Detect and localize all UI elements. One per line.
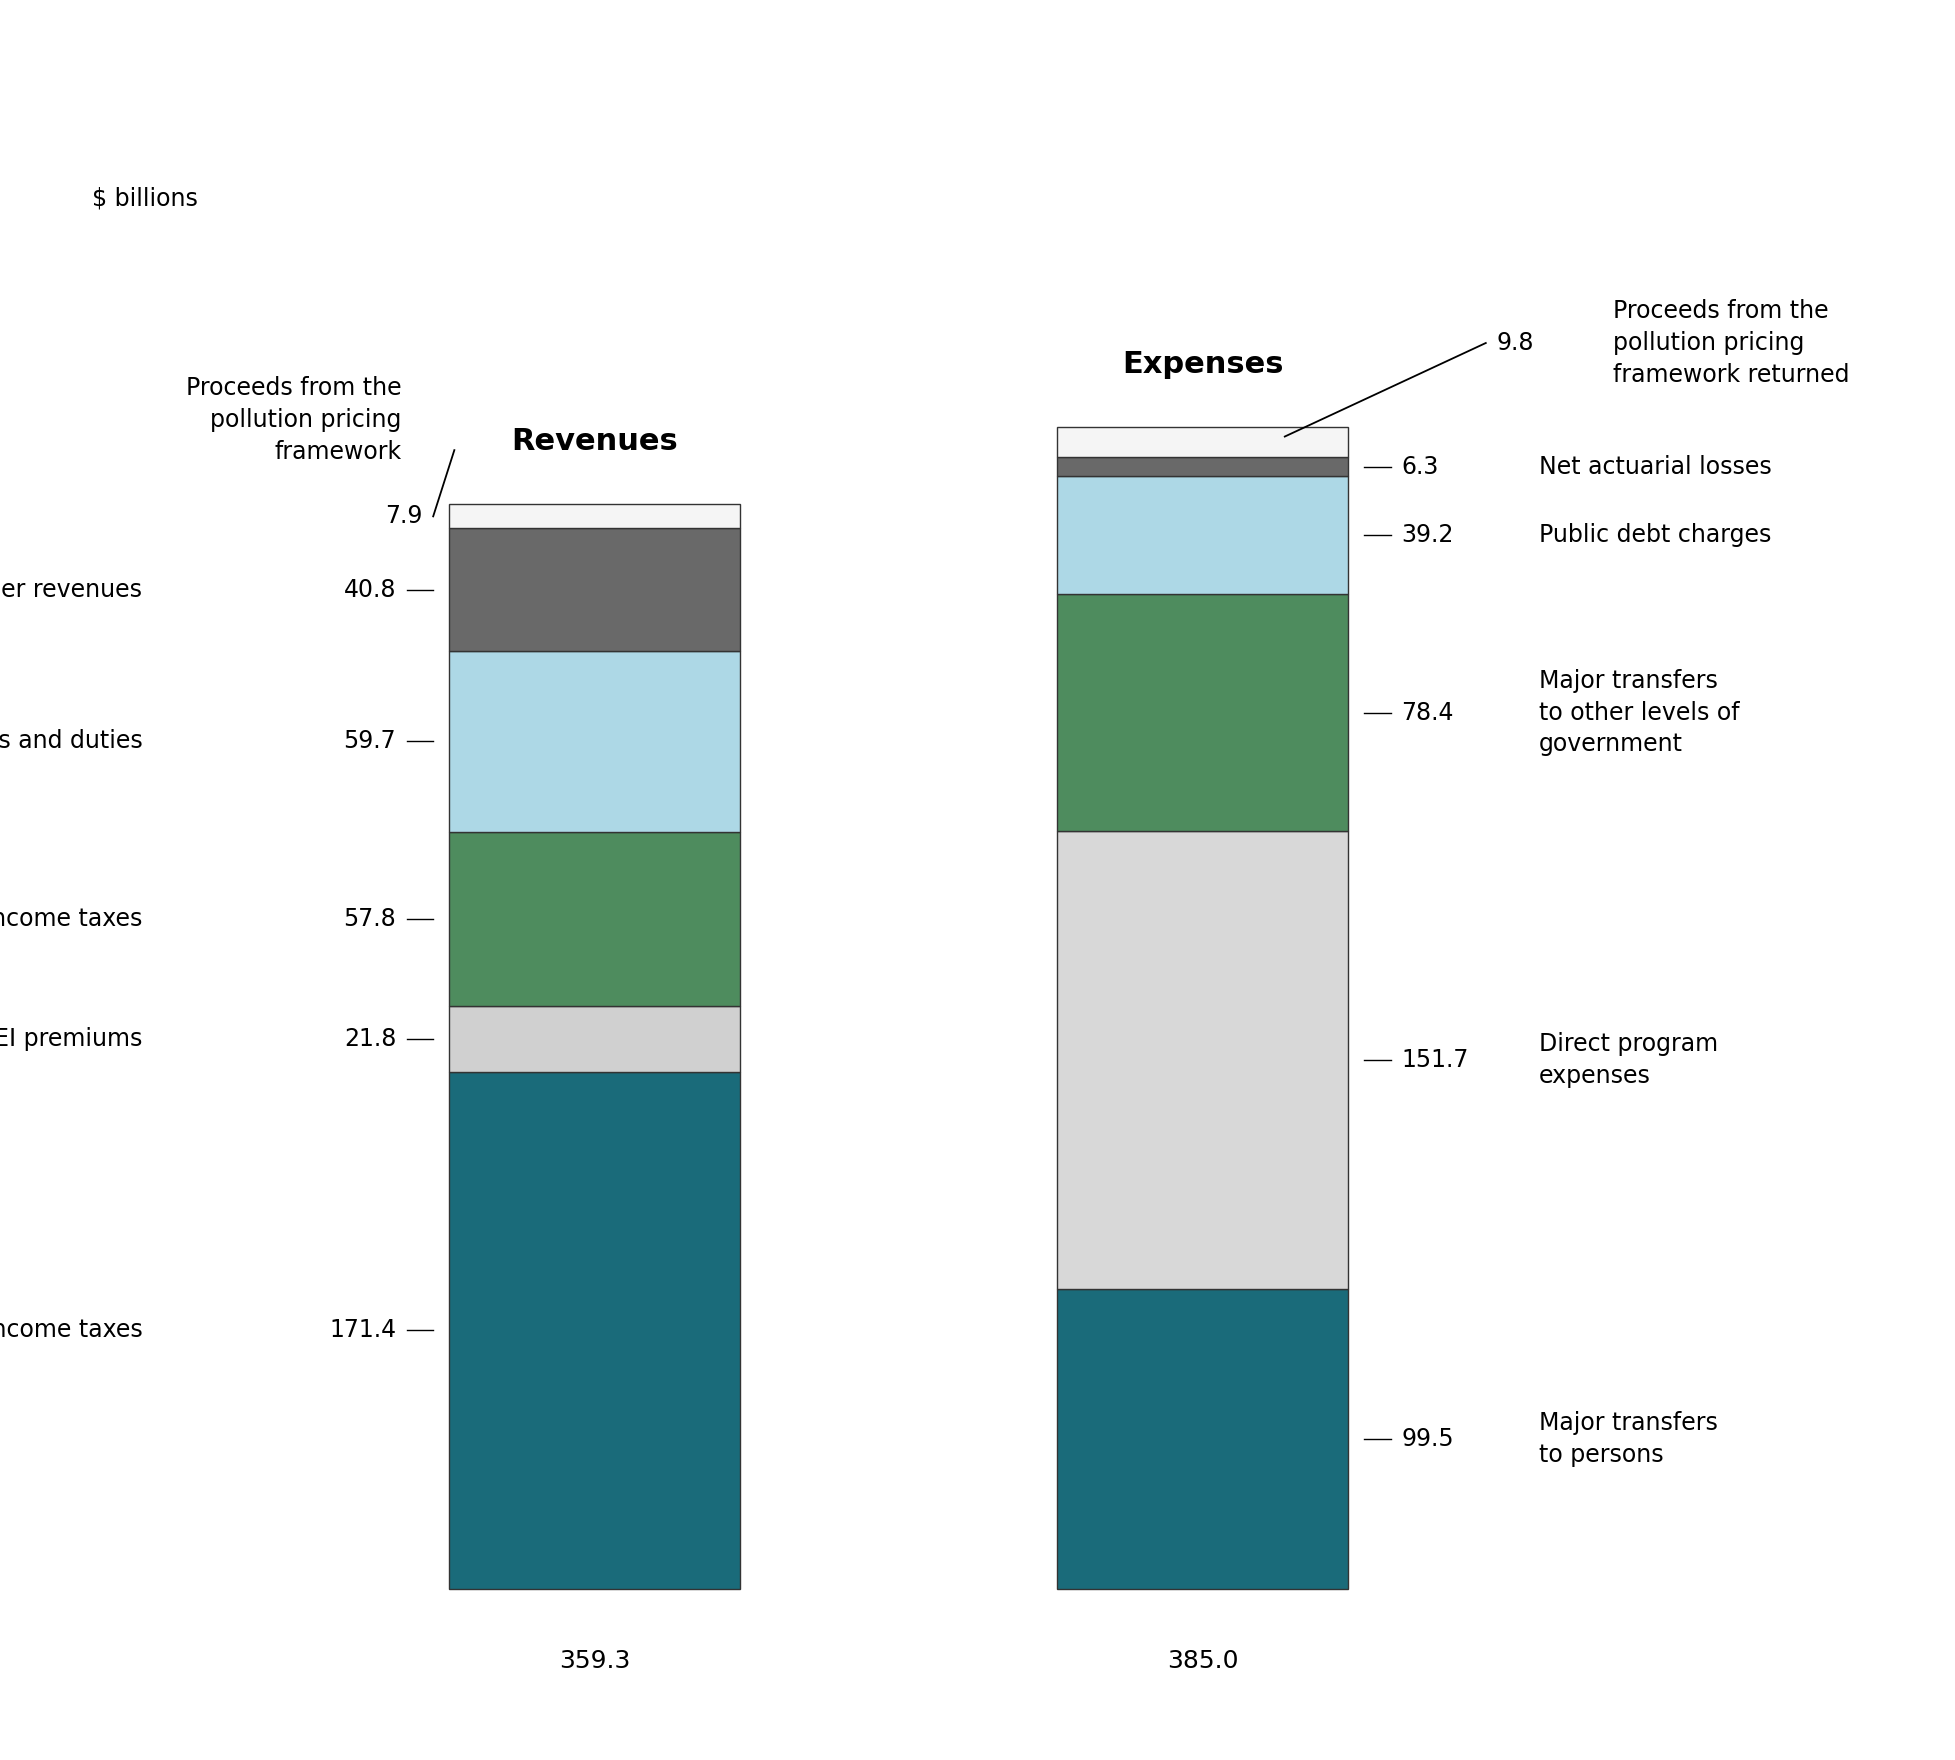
Text: 99.5: 99.5: [1400, 1427, 1453, 1450]
Text: 59.7: 59.7: [344, 729, 397, 753]
Bar: [1058, 428, 1347, 458]
Text: Expenses: Expenses: [1122, 350, 1282, 378]
Bar: [1058, 477, 1347, 595]
Bar: [450, 505, 739, 528]
Text: 78.4: 78.4: [1400, 700, 1453, 725]
Bar: [1058, 458, 1347, 477]
Bar: [450, 831, 739, 1007]
Text: Major transfers
to other levels of
government: Major transfers to other levels of gover…: [1539, 669, 1738, 757]
Text: 151.7: 151.7: [1400, 1047, 1468, 1072]
Text: Direct program
expenses: Direct program expenses: [1539, 1031, 1716, 1088]
Text: Major transfers
to persons: Major transfers to persons: [1539, 1412, 1716, 1466]
Text: $ billions: $ billions: [92, 187, 197, 209]
Text: 385.0: 385.0: [1167, 1649, 1238, 1674]
Bar: [450, 1007, 739, 1072]
Text: 7.9: 7.9: [385, 505, 422, 528]
Text: 359.3: 359.3: [559, 1649, 630, 1674]
Text: 39.2: 39.2: [1400, 523, 1453, 547]
Text: Proceeds from the
pollution pricing
framework: Proceeds from the pollution pricing fram…: [186, 377, 401, 463]
Bar: [450, 528, 739, 651]
Text: Net actuarial losses: Net actuarial losses: [1539, 454, 1771, 479]
Text: 57.8: 57.8: [344, 906, 397, 931]
Text: Other taxes and duties: Other taxes and duties: [0, 729, 143, 753]
Bar: [1058, 831, 1347, 1288]
Bar: [1058, 1288, 1347, 1589]
Bar: [450, 651, 739, 831]
Text: EI premiums: EI premiums: [0, 1026, 143, 1051]
Text: Other revenues: Other revenues: [0, 577, 143, 602]
Bar: [1058, 595, 1347, 831]
Text: 6.3: 6.3: [1400, 454, 1437, 479]
Text: 21.8: 21.8: [344, 1026, 397, 1051]
Text: Proceeds from the
pollution pricing
framework returned: Proceeds from the pollution pricing fram…: [1613, 299, 1847, 387]
Text: Public debt charges: Public debt charges: [1539, 523, 1769, 547]
Text: 40.8: 40.8: [344, 577, 397, 602]
Text: Corporate income taxes: Corporate income taxes: [0, 906, 143, 931]
Text: Personal income taxes: Personal income taxes: [0, 1318, 143, 1343]
Text: Revenues: Revenues: [510, 428, 678, 456]
Text: 171.4: 171.4: [328, 1318, 397, 1343]
Text: 9.8: 9.8: [1496, 331, 1533, 356]
Bar: [450, 1072, 739, 1589]
